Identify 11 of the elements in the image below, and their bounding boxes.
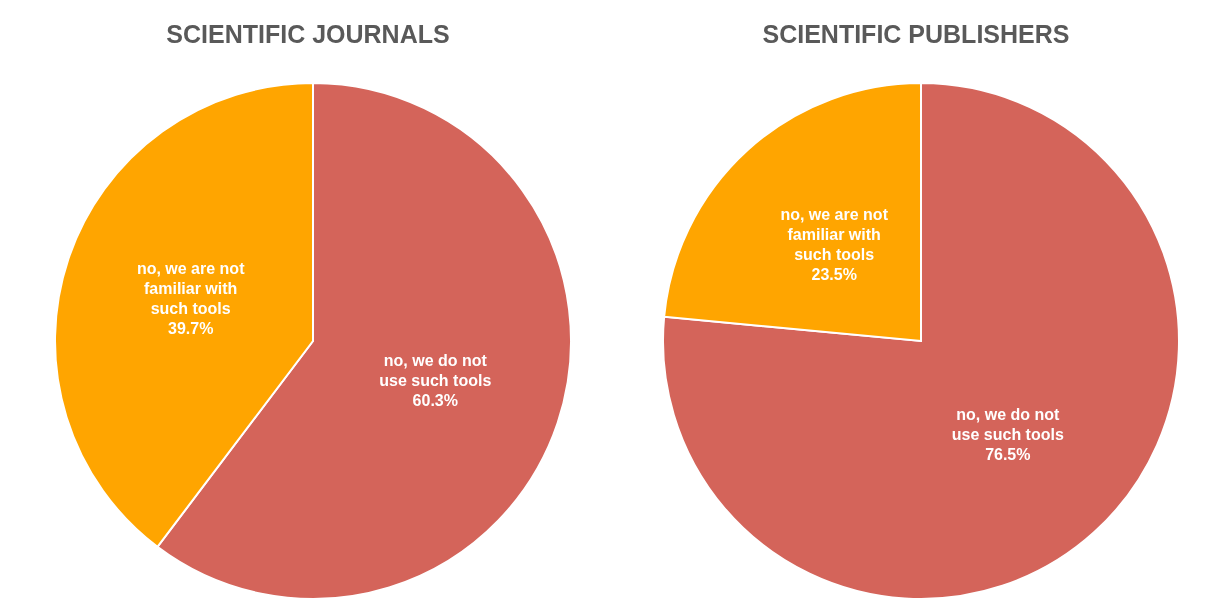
data-label: 60.3% bbox=[412, 392, 458, 410]
pie-slice bbox=[662, 82, 1180, 600]
slice-label: no, we do not use such tools bbox=[951, 406, 1064, 444]
data-label: 23.5% bbox=[811, 265, 857, 283]
data-label: 76.5% bbox=[985, 446, 1031, 464]
slice-label: no, we do not use such tools bbox=[379, 352, 492, 390]
slice-label: no, we are not familiar with such tools bbox=[780, 205, 889, 263]
data-label: 39.7% bbox=[168, 320, 214, 338]
slice-label: no, we are not familiar with such tools bbox=[136, 260, 246, 318]
chart-title: SCIENTIFIC PUBLISHERS bbox=[761, 20, 1071, 49]
chart-title: SCIENTIFIC JOURNALS bbox=[165, 20, 451, 49]
